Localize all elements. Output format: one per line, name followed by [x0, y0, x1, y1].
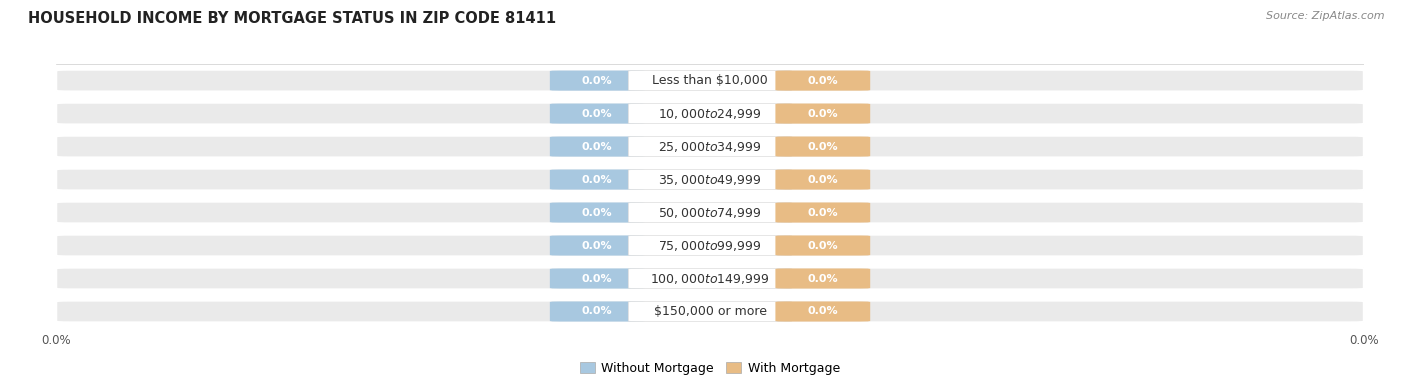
Text: $35,000 to $49,999: $35,000 to $49,999 — [658, 173, 762, 187]
FancyBboxPatch shape — [56, 70, 1364, 92]
Text: 0.0%: 0.0% — [807, 273, 838, 284]
Text: Source: ZipAtlas.com: Source: ZipAtlas.com — [1267, 11, 1385, 21]
FancyBboxPatch shape — [56, 169, 1364, 190]
Text: $50,000 to $74,999: $50,000 to $74,999 — [658, 205, 762, 219]
FancyBboxPatch shape — [628, 202, 792, 222]
FancyBboxPatch shape — [776, 136, 870, 156]
FancyBboxPatch shape — [628, 136, 792, 156]
FancyBboxPatch shape — [550, 170, 644, 190]
FancyBboxPatch shape — [776, 202, 870, 222]
Text: HOUSEHOLD INCOME BY MORTGAGE STATUS IN ZIP CODE 81411: HOUSEHOLD INCOME BY MORTGAGE STATUS IN Z… — [28, 11, 557, 26]
FancyBboxPatch shape — [550, 70, 644, 90]
Text: $75,000 to $99,999: $75,000 to $99,999 — [658, 239, 762, 253]
FancyBboxPatch shape — [56, 268, 1364, 290]
FancyBboxPatch shape — [628, 268, 792, 288]
FancyBboxPatch shape — [56, 136, 1364, 158]
FancyBboxPatch shape — [550, 302, 644, 322]
Text: 0.0%: 0.0% — [582, 141, 613, 152]
FancyBboxPatch shape — [550, 104, 644, 124]
Text: 0.0%: 0.0% — [582, 175, 613, 185]
Text: $150,000 or more: $150,000 or more — [654, 305, 766, 318]
FancyBboxPatch shape — [776, 170, 870, 190]
FancyBboxPatch shape — [628, 302, 792, 322]
Text: 0.0%: 0.0% — [582, 307, 613, 317]
Text: 0.0%: 0.0% — [582, 75, 613, 86]
FancyBboxPatch shape — [776, 302, 870, 322]
Text: 0.0%: 0.0% — [807, 141, 838, 152]
FancyBboxPatch shape — [56, 234, 1364, 256]
Text: 0.0%: 0.0% — [807, 109, 838, 119]
FancyBboxPatch shape — [550, 202, 644, 222]
FancyBboxPatch shape — [56, 103, 1364, 124]
Text: 0.0%: 0.0% — [807, 75, 838, 86]
FancyBboxPatch shape — [628, 70, 792, 90]
Text: 0.0%: 0.0% — [582, 273, 613, 284]
Text: 0.0%: 0.0% — [582, 241, 613, 251]
Text: $100,000 to $149,999: $100,000 to $149,999 — [651, 271, 769, 285]
FancyBboxPatch shape — [550, 236, 644, 256]
Text: 0.0%: 0.0% — [582, 207, 613, 218]
Text: $25,000 to $34,999: $25,000 to $34,999 — [658, 139, 762, 153]
FancyBboxPatch shape — [776, 104, 870, 124]
FancyBboxPatch shape — [550, 136, 644, 156]
FancyBboxPatch shape — [56, 202, 1364, 224]
Text: $10,000 to $24,999: $10,000 to $24,999 — [658, 107, 762, 121]
FancyBboxPatch shape — [776, 268, 870, 288]
Text: 0.0%: 0.0% — [807, 175, 838, 185]
FancyBboxPatch shape — [776, 236, 870, 256]
FancyBboxPatch shape — [628, 236, 792, 256]
Legend: Without Mortgage, With Mortgage: Without Mortgage, With Mortgage — [575, 357, 845, 377]
Text: Less than $10,000: Less than $10,000 — [652, 74, 768, 87]
FancyBboxPatch shape — [628, 104, 792, 124]
Text: 0.0%: 0.0% — [807, 241, 838, 251]
Text: 0.0%: 0.0% — [582, 109, 613, 119]
FancyBboxPatch shape — [56, 300, 1364, 322]
FancyBboxPatch shape — [776, 70, 870, 90]
Text: 0.0%: 0.0% — [807, 207, 838, 218]
Text: 0.0%: 0.0% — [807, 307, 838, 317]
FancyBboxPatch shape — [628, 170, 792, 190]
FancyBboxPatch shape — [550, 268, 644, 288]
